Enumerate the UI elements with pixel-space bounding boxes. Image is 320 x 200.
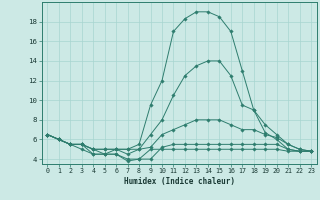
X-axis label: Humidex (Indice chaleur): Humidex (Indice chaleur): [124, 177, 235, 186]
